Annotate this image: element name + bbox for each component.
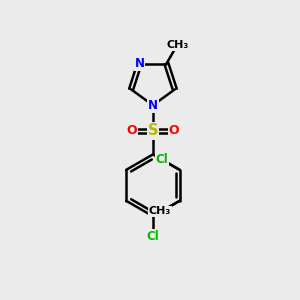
Text: S: S: [148, 123, 158, 138]
Text: O: O: [169, 124, 179, 137]
Text: N: N: [148, 99, 158, 112]
Text: CH₃: CH₃: [149, 206, 171, 216]
Text: O: O: [126, 124, 137, 137]
Text: N: N: [134, 57, 144, 70]
Text: Cl: Cl: [147, 230, 159, 243]
Text: CH₃: CH₃: [167, 40, 189, 50]
Text: Cl: Cl: [155, 153, 168, 166]
